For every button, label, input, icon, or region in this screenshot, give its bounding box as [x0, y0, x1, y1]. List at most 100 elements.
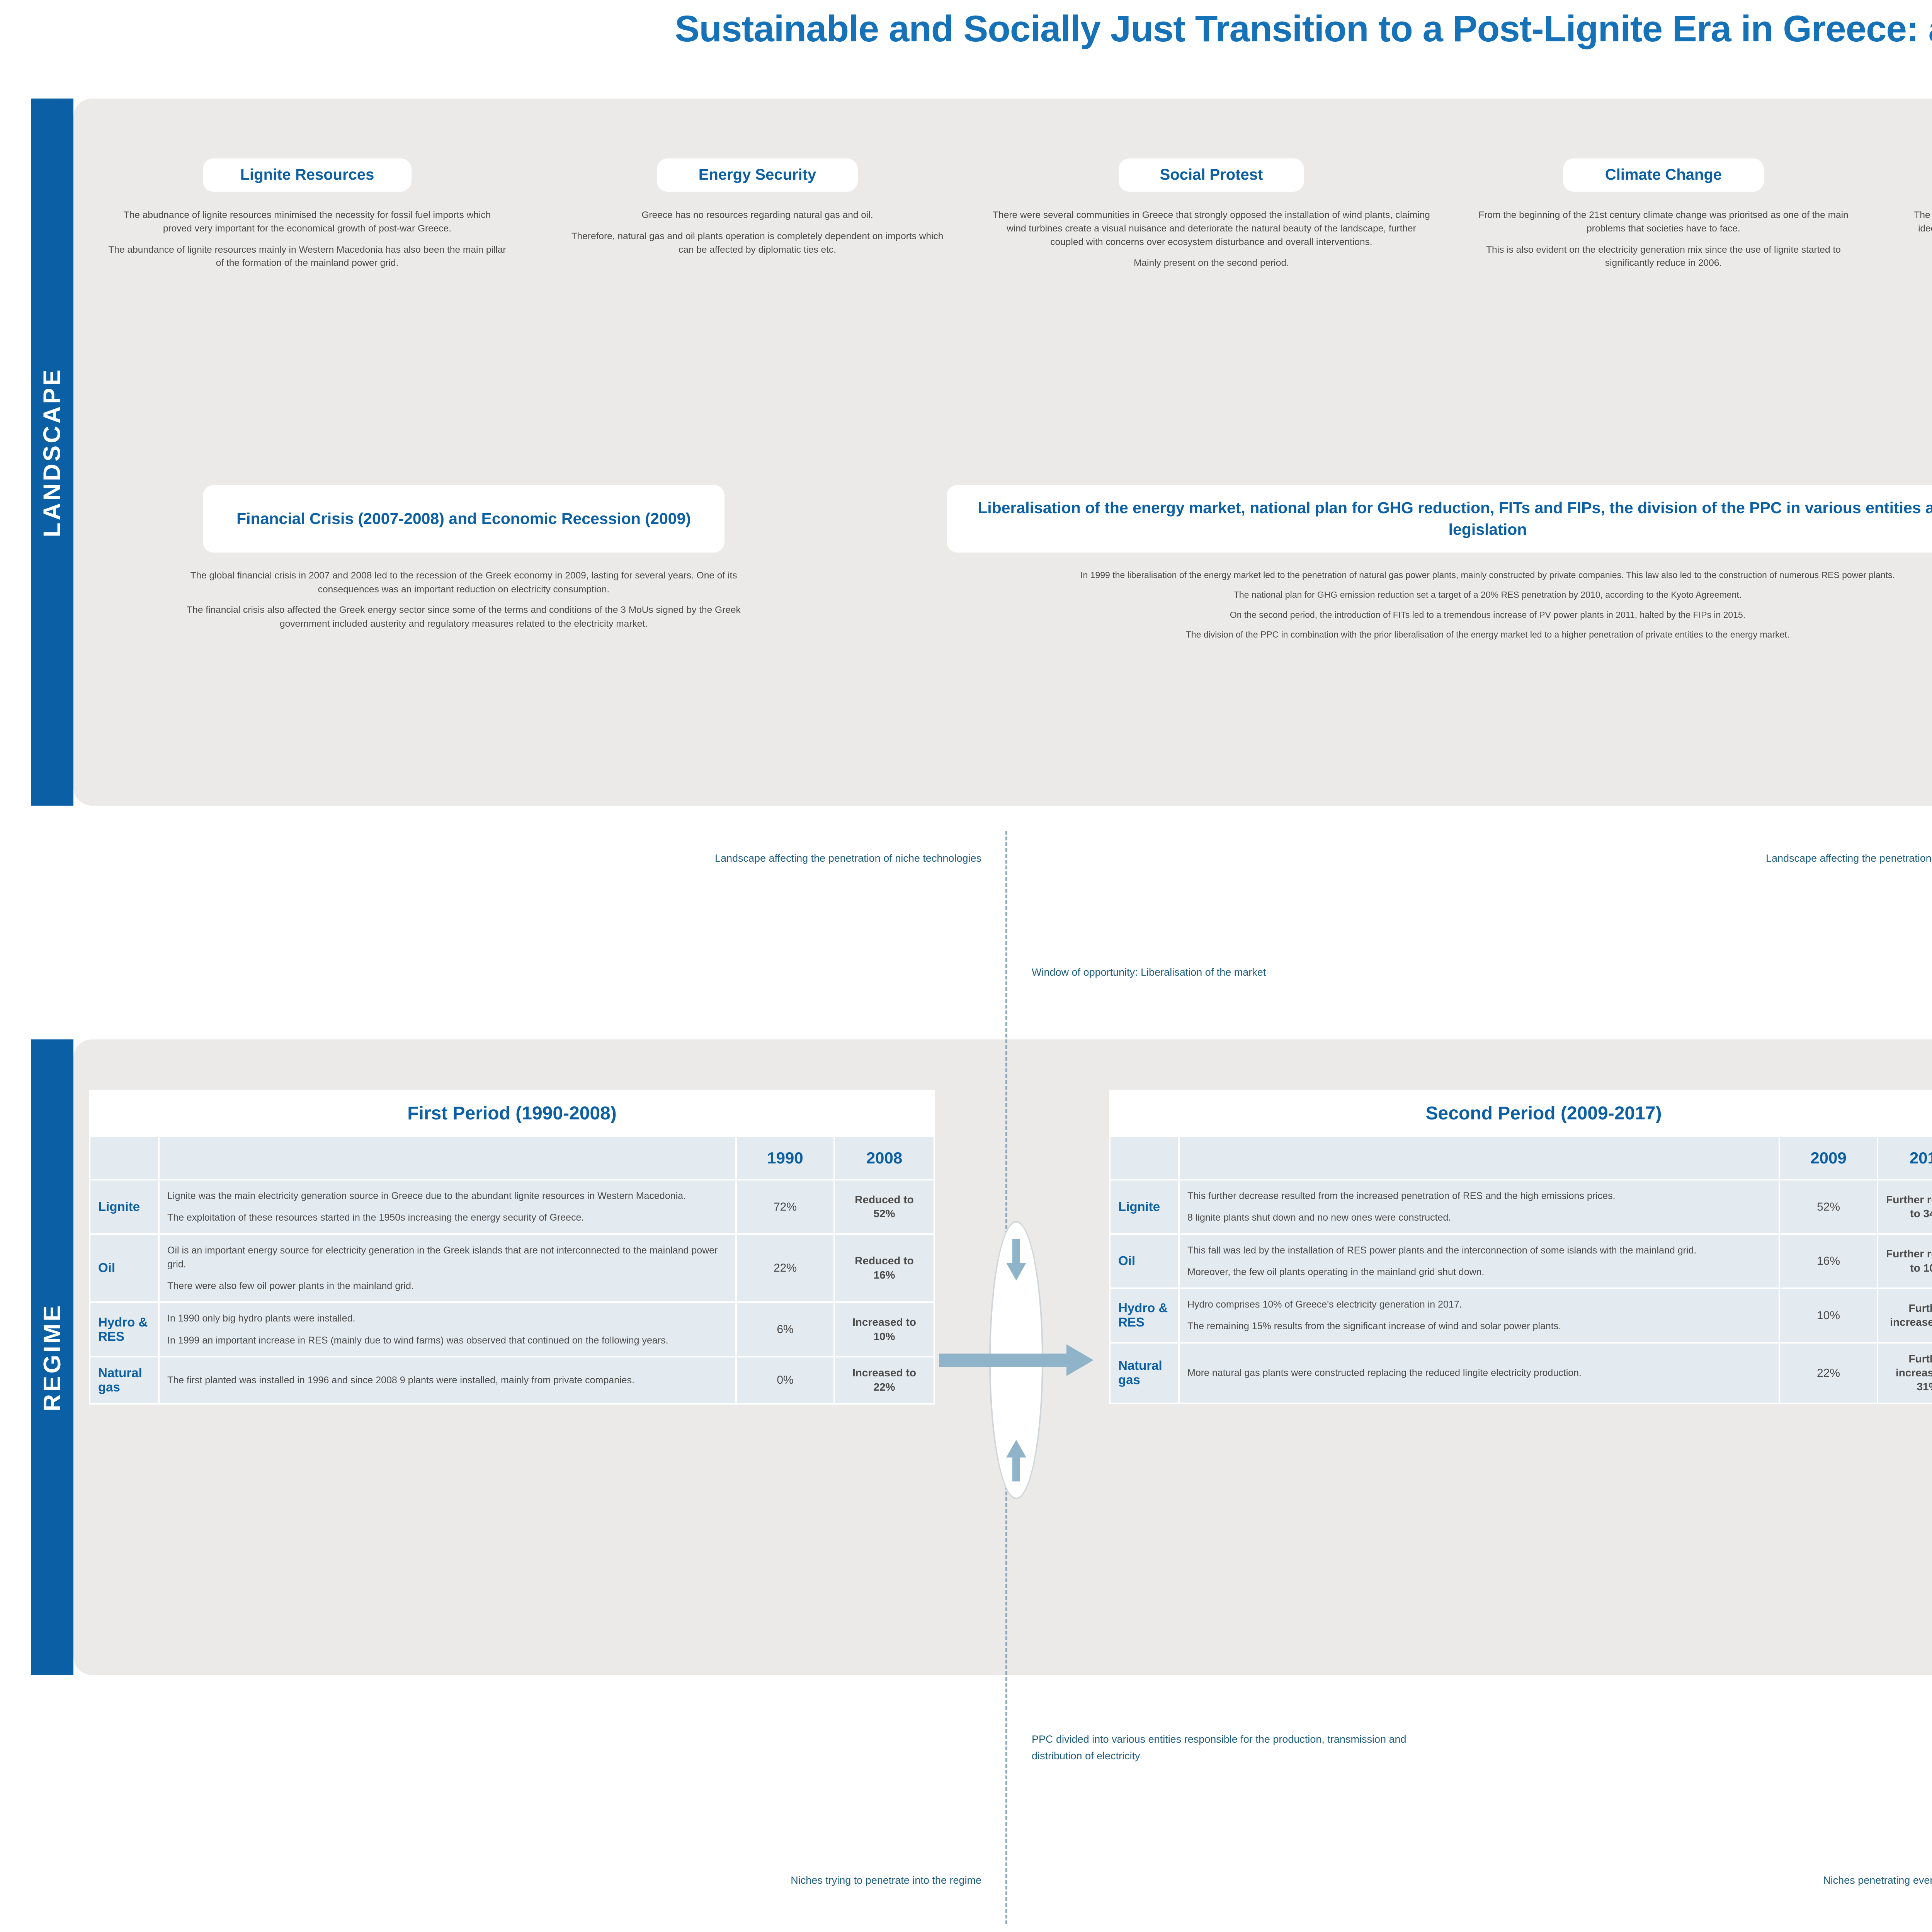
landscape-card-climate-change: Climate Change From the beginning of the… — [1464, 158, 1862, 270]
paragraph: The common alternation of power between … — [1914, 210, 1932, 234]
annotation-landscape-left: Landscape affecting the penetration of n… — [714, 852, 981, 864]
row-end-value: Reduced to 16% — [835, 1235, 934, 1302]
col-header-year-start: 1990 — [737, 1137, 833, 1179]
paragraph: Hydro comprises 10% of Greece's electric… — [1187, 1299, 1462, 1310]
paragraph: Moreover, the few oil plants operating i… — [1187, 1266, 1485, 1277]
row-start-value: 10% — [1780, 1289, 1877, 1342]
page-title: Sustainable and Socially Just Transition… — [675, 8, 1932, 49]
table-row: Lignite This further decrease resulted f… — [1111, 1180, 1932, 1233]
period-data-table: 2009 2017 Lignite This further decrease … — [1109, 1136, 1932, 1404]
paragraph: The division of the PPC in combination w… — [1185, 629, 1790, 640]
col-header-blank2 — [160, 1137, 735, 1179]
col-header-year-end: 2008 — [835, 1137, 934, 1179]
paragraph: The first planted was installed in 1996 … — [167, 1374, 634, 1386]
row-start-value: 22% — [737, 1235, 833, 1302]
paragraph: 8 lignite plants shut down and no new on… — [1187, 1212, 1451, 1223]
row-category: Oil — [1111, 1235, 1178, 1287]
landscape-card-financial-crisis: Financial Crisis (2007-2008) and Economi… — [174, 485, 753, 631]
table-row: Oil Oil is an important energy source fo… — [90, 1235, 934, 1302]
col-header-year-start: 2009 — [1780, 1137, 1877, 1179]
paragraph: The remaining 15% results from the signi… — [1187, 1321, 1561, 1332]
paragraph: There were several communities in Greece… — [993, 210, 1430, 247]
col-header-blank1 — [90, 1137, 158, 1179]
period-table-first: First Period (1990-2008) 1990 2008 Ligni… — [89, 1090, 935, 1405]
landscape-card-body: The abudnance of lignite resources minim… — [108, 209, 506, 270]
paragraph: In 1999 the liberalisation of the energy… — [1080, 570, 1895, 580]
col-header-blank1 — [1111, 1137, 1178, 1179]
row-description: This fall was led by the installation of… — [1180, 1235, 1779, 1287]
row-start-value: 72% — [737, 1180, 833, 1233]
landscape-card-body: From the beginning of the 21st century c… — [1464, 209, 1862, 270]
paragraph: The exploitation of these resources star… — [167, 1212, 584, 1223]
period-data-table: 1990 2008 Lignite Lignite was the main e… — [89, 1136, 935, 1405]
landscape-card-title: Lignite Resources — [203, 158, 412, 192]
landscape-card-title: Liberalisation of the energy market, nat… — [947, 485, 1932, 553]
paragraph: Mainly present on the second period. — [1134, 258, 1289, 269]
table-row: Oil This fall was led by the installatio… — [1111, 1235, 1932, 1287]
row-category: Lignite — [1111, 1180, 1178, 1233]
landscape-card-body: The global financial crisis in 2007 and … — [174, 569, 753, 631]
row-category: Natural gas — [1111, 1343, 1178, 1403]
paragraph: Lignite was the main electricity generat… — [167, 1190, 686, 1201]
table-row: Hydro & RES Hydro comprises 10% of Greec… — [1111, 1289, 1932, 1342]
paragraph: Oil is an important energy source for el… — [167, 1245, 718, 1270]
table-header-row: 1990 2008 — [90, 1137, 934, 1179]
row-description: Oil is an important energy source for el… — [160, 1235, 735, 1302]
ribbon-regime: REGIME — [31, 1039, 73, 1675]
row-start-value: 0% — [737, 1357, 833, 1403]
paragraph: This further decrease resulted from the … — [1187, 1190, 1616, 1201]
period-title: First Period (1990-2008) — [89, 1090, 935, 1136]
paragraph: The financial crisis also affected the G… — [187, 605, 741, 629]
paragraph: On the second period, the introduction o… — [1230, 609, 1746, 620]
period-title-text: Second Period (2009-2017) — [1425, 1103, 1662, 1124]
paragraph: The national plan for GHG emission reduc… — [1233, 590, 1742, 600]
col-header-blank2 — [1180, 1137, 1779, 1179]
row-category: Natural gas — [90, 1357, 158, 1403]
paragraph: In 1990 only big hydro plants were insta… — [167, 1313, 355, 1324]
paragraph: There were also few oil power plants in … — [167, 1281, 414, 1291]
row-start-value: 22% — [1780, 1343, 1877, 1403]
landscape-card-body: Greece has no resources regarding natura… — [564, 209, 951, 257]
period-title-text: First Period (1990-2008) — [407, 1103, 617, 1124]
row-description: Lignite was the main electricity generat… — [160, 1180, 735, 1233]
annotation-window-left: Window of opportunity: Liberalisation of… — [1032, 966, 1266, 978]
row-start-value: 16% — [1780, 1235, 1877, 1287]
landscape-card-body: There were several communities in Greece… — [989, 209, 1434, 270]
table-row: Lignite Lignite was the main electricity… — [90, 1180, 934, 1233]
transition-arrows-1 — [939, 1221, 1094, 1499]
ribbon-regime-label: REGIME — [39, 1303, 66, 1412]
row-end-value: Increased to 22% — [835, 1357, 934, 1403]
paragraph: In 1999 an important increase in RES (ma… — [167, 1335, 668, 1346]
row-end-value: Reduced to 52% — [835, 1180, 934, 1233]
paragraph: The abundance of lignite resources mainl… — [108, 244, 506, 269]
paragraph: This fall was led by the installation of… — [1187, 1245, 1697, 1256]
arrow-up-icon — [1006, 1440, 1026, 1481]
paragraph: This is also evident on the electricity … — [1486, 244, 1841, 269]
ribbon-landscape: LANDSCAPE — [31, 99, 73, 806]
row-end-value: Increased to 10% — [835, 1303, 934, 1356]
landscape-card-title: Climate Change — [1563, 158, 1764, 192]
landscape-card-lignite-resources: Lignite Resources The abudnance of ligni… — [108, 158, 506, 270]
row-category: Hydro & RES — [90, 1303, 158, 1356]
annotation-ppc-division: PPC divided into various entities respon… — [1032, 1733, 1406, 1762]
landscape-card-body: In 1999 the liberalisation of the energy… — [920, 569, 1932, 641]
col-header-year-end: 2017 — [1878, 1137, 1932, 1179]
annotation-niches-right: Niches penetrating even further to the r… — [1823, 1874, 1932, 1886]
period-title: Second Period (2009-2017) — [1109, 1090, 1932, 1136]
paragraph: The global financial crisis in 2007 and … — [190, 570, 737, 595]
ribbon-landscape-label: LANDSCAPE — [39, 367, 66, 537]
landscape-card-title: Social Protest — [1119, 158, 1304, 192]
row-start-value: 52% — [1780, 1180, 1877, 1233]
row-description: More natural gas plants were constructed… — [1180, 1343, 1779, 1403]
arrow-down-icon — [1006, 1239, 1026, 1281]
row-category: Lignite — [90, 1180, 158, 1233]
landscape-card-social-protest: Social Protest There were several commun… — [989, 158, 1434, 270]
landscape-card-liberalisation: Liberalisation of the energy market, nat… — [920, 485, 1932, 641]
arrow-right-icon — [939, 1344, 1094, 1376]
row-description: This further decrease resulted from the … — [1180, 1180, 1779, 1233]
paragraph: This issue is not so effective on the se… — [1901, 257, 1932, 270]
paragraph: The abudnance of lignite resources minim… — [123, 210, 491, 234]
row-description: The first planted was installed in 1996 … — [160, 1357, 735, 1403]
table-row: Natural gas More natural gas plants were… — [1111, 1343, 1932, 1403]
paragraph: Greece has no resources regarding natura… — [641, 210, 873, 220]
